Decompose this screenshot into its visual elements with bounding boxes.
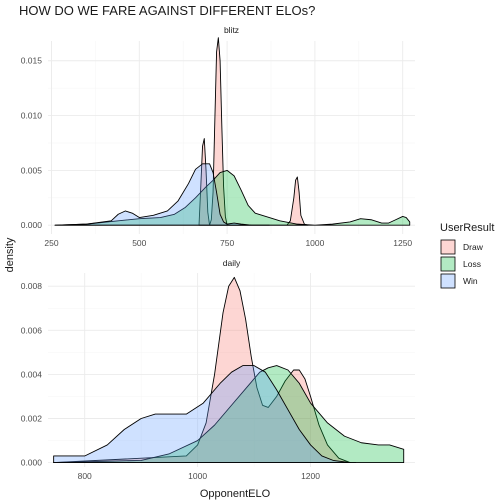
density-area-loss	[53, 365, 405, 464]
x-tick-label: 1000	[305, 238, 324, 248]
y-tick-label: 0.000	[21, 220, 43, 230]
y-tick-label: 0.005	[21, 165, 43, 175]
y-axis-title: density	[4, 237, 16, 272]
legend-label-draw: Draw	[463, 242, 484, 252]
y-tick-label: 0.008	[21, 281, 43, 291]
y-tick-label: 0.015	[21, 56, 43, 66]
legend-swatch-win	[440, 273, 456, 289]
density-area-win	[54, 163, 270, 226]
legend: Draw Loss Win	[440, 239, 484, 289]
legend-label-win: Win	[463, 276, 478, 286]
legend-key-bg	[440, 273, 456, 289]
y-tick-label: 0.000	[21, 458, 43, 468]
density-area-loss	[54, 169, 411, 226]
x-tick-label: 250	[44, 238, 58, 248]
density-area-draw	[53, 276, 357, 464]
strip-label: blitz	[224, 25, 239, 35]
legend-swatch-draw	[440, 239, 456, 255]
legend-label-loss: Loss	[463, 259, 481, 269]
density-area-win	[53, 365, 351, 464]
density-area-draw	[198, 37, 309, 226]
x-tick-label: 500	[132, 238, 146, 248]
chart-title: HOW DO WE FARE AGAINST DIFFERENT ELOs?	[19, 3, 315, 18]
x-tick-label: 1000	[188, 471, 207, 481]
y-tick-label: 0.010	[21, 111, 43, 121]
panel-blitz: blitz 250 500 750 1000 1250 0.000 0.005 0.010 0.0…	[21, 25, 415, 248]
y-tick-label: 0.006	[21, 325, 43, 335]
x-tick-label: 1200	[301, 471, 320, 481]
x-tick-label: 1250	[393, 238, 412, 248]
legend-key-bg	[440, 239, 456, 255]
legend-title: UserResult	[440, 222, 494, 234]
x-tick-label: 750	[220, 238, 234, 248]
panel-daily: daily 800 1000 1200 0.000 0.002 0.004 0.006 0.00…	[21, 258, 415, 481]
legend-swatch-loss	[440, 256, 456, 272]
y-tick-label: 0.004	[21, 369, 43, 379]
y-tick-label: 0.002	[21, 414, 43, 424]
legend-key-bg	[440, 256, 456, 272]
strip-label: daily	[223, 258, 241, 268]
x-axis-title: OpponentELO	[200, 488, 271, 500]
x-tick-label: 800	[78, 471, 92, 481]
